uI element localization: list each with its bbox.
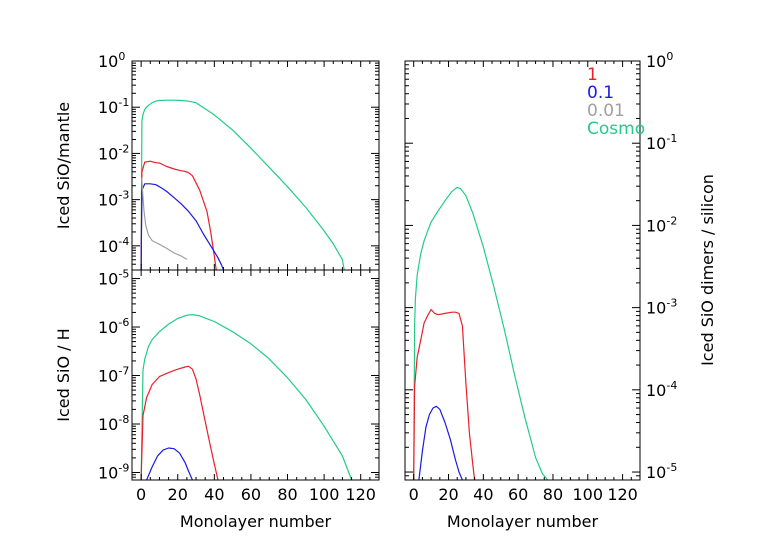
axes-frame <box>404 60 641 481</box>
y-tick-base: 10 <box>98 52 118 71</box>
y-tick-label: 10-4 <box>98 235 129 256</box>
x-tick-label: 60 <box>508 485 528 504</box>
x-tick-label: 20 <box>168 485 188 504</box>
y-axis-label: Iced SiO dimers / silicon <box>698 174 717 366</box>
legend-entry: Cosmo <box>587 119 645 139</box>
y-tick-base: 10 <box>646 381 666 400</box>
y-tick-label: 10-1 <box>646 132 677 153</box>
legend-entry: 0.1 <box>587 83 614 103</box>
y-tick-exponent: -6 <box>118 316 129 329</box>
x-tick-label: 120 <box>607 485 638 504</box>
y-tick-base: 10 <box>646 134 666 153</box>
x-axis-label: Monolayer number <box>180 512 332 531</box>
y-tick-exponent: -1 <box>118 96 129 109</box>
plot-area <box>140 99 345 270</box>
y-tick-base: 10 <box>646 299 666 318</box>
y-tick-base: 10 <box>98 318 118 337</box>
y-tick-exponent: 0 <box>118 50 125 63</box>
legend-entry: 0.01 <box>587 101 625 121</box>
y-tick-base: 10 <box>646 52 666 71</box>
x-tick-label: 100 <box>309 485 340 504</box>
x-tick-label: 80 <box>543 485 563 504</box>
y-tick-base: 10 <box>98 463 118 482</box>
series-line-1 <box>140 365 219 480</box>
y-tick-exponent: -3 <box>118 189 129 202</box>
series-line-0p1 <box>418 405 463 480</box>
x-axis <box>140 61 371 270</box>
y-tick-exponent: -2 <box>666 214 677 227</box>
series-line-cosmo <box>413 186 549 480</box>
y-tick-exponent: -8 <box>118 413 129 426</box>
y-tick-label: 10-7 <box>98 365 129 386</box>
series-line-0p01 <box>141 177 188 260</box>
series-line-1 <box>413 308 476 480</box>
plot-area <box>140 314 353 480</box>
y-tick-label: 10-6 <box>98 316 129 337</box>
y-tick-exponent: -4 <box>118 235 129 248</box>
y-tick-label: 100 <box>646 50 673 71</box>
panel-right: 0 20 40 60 80 100 12010-510-410-310-210-1100Mo… <box>404 50 717 531</box>
y-tick-label: 10-5 <box>98 268 129 289</box>
y-tick-base: 10 <box>98 237 118 256</box>
x-tick-label: 40 <box>473 485 493 504</box>
y-tick-exponent: -3 <box>666 297 677 310</box>
series-line-cosmo <box>140 314 353 480</box>
axes-frame <box>131 269 380 481</box>
x-tick-label: 120 <box>345 485 376 504</box>
y-axis-label: Iced SiO / H <box>54 328 73 421</box>
x-tick-label: 20 <box>438 485 458 504</box>
series-line-cosmo <box>140 99 345 270</box>
y-tick-base: 10 <box>98 367 118 386</box>
x-axis: 0 20 40 60 80 100 120 <box>409 61 638 504</box>
y-tick-base: 10 <box>98 415 118 434</box>
y-tick-exponent: -7 <box>118 365 129 378</box>
series-line-1 <box>140 160 217 270</box>
x-tick-label: 80 <box>277 485 297 504</box>
axes-frame <box>131 60 380 271</box>
y-tick-label: 10-8 <box>98 413 129 434</box>
legend-entry: 1 <box>587 65 598 85</box>
y-tick-label: 10-4 <box>646 379 677 400</box>
y-tick-label: 10-2 <box>646 214 677 235</box>
y-tick-base: 10 <box>98 270 118 289</box>
y-tick-label: 10-9 <box>98 461 129 482</box>
x-axis: 0 20 40 60 80 100 120 <box>136 270 376 504</box>
y-tick-base: 10 <box>98 191 118 210</box>
y-tick-label: 100 <box>98 50 125 71</box>
x-tick-label: 60 <box>241 485 261 504</box>
x-tick-label: 40 <box>204 485 224 504</box>
panel-bottom-left: 0 20 40 60 80 100 12010-910-810-710-610-5Monol… <box>54 268 380 531</box>
series-line-0p1 <box>146 447 193 480</box>
y-tick-exponent: -2 <box>118 142 129 155</box>
x-tick-label: 0 <box>409 485 419 504</box>
y-tick-exponent: -1 <box>666 132 677 145</box>
y-tick-base: 10 <box>646 463 666 482</box>
y-tick-label: 10-1 <box>98 96 129 117</box>
y-tick-label: 10-5 <box>646 461 677 482</box>
y-tick-base: 10 <box>98 98 118 117</box>
x-tick-label: 0 <box>136 485 146 504</box>
y-tick-label: 10-3 <box>98 189 129 210</box>
y-tick-base: 10 <box>646 216 666 235</box>
y-axis-label: Iced SiO/mantle <box>54 102 73 229</box>
y-tick-base: 10 <box>98 144 118 163</box>
plot-area <box>413 186 549 480</box>
y-tick-exponent: -4 <box>666 379 677 392</box>
y-tick-label: 10-2 <box>98 142 129 163</box>
y-tick-exponent: -9 <box>118 461 129 474</box>
y-tick-exponent: -5 <box>118 268 129 281</box>
x-tick-label: 100 <box>573 485 604 504</box>
y-tick-exponent: 0 <box>666 50 673 63</box>
y-axis: 10-910-810-710-610-5 <box>98 268 379 482</box>
y-tick-label: 10-3 <box>646 297 677 318</box>
y-tick-exponent: -5 <box>666 461 677 474</box>
series-line-0p1 <box>140 183 225 270</box>
x-axis-label: Monolayer number <box>447 512 599 531</box>
